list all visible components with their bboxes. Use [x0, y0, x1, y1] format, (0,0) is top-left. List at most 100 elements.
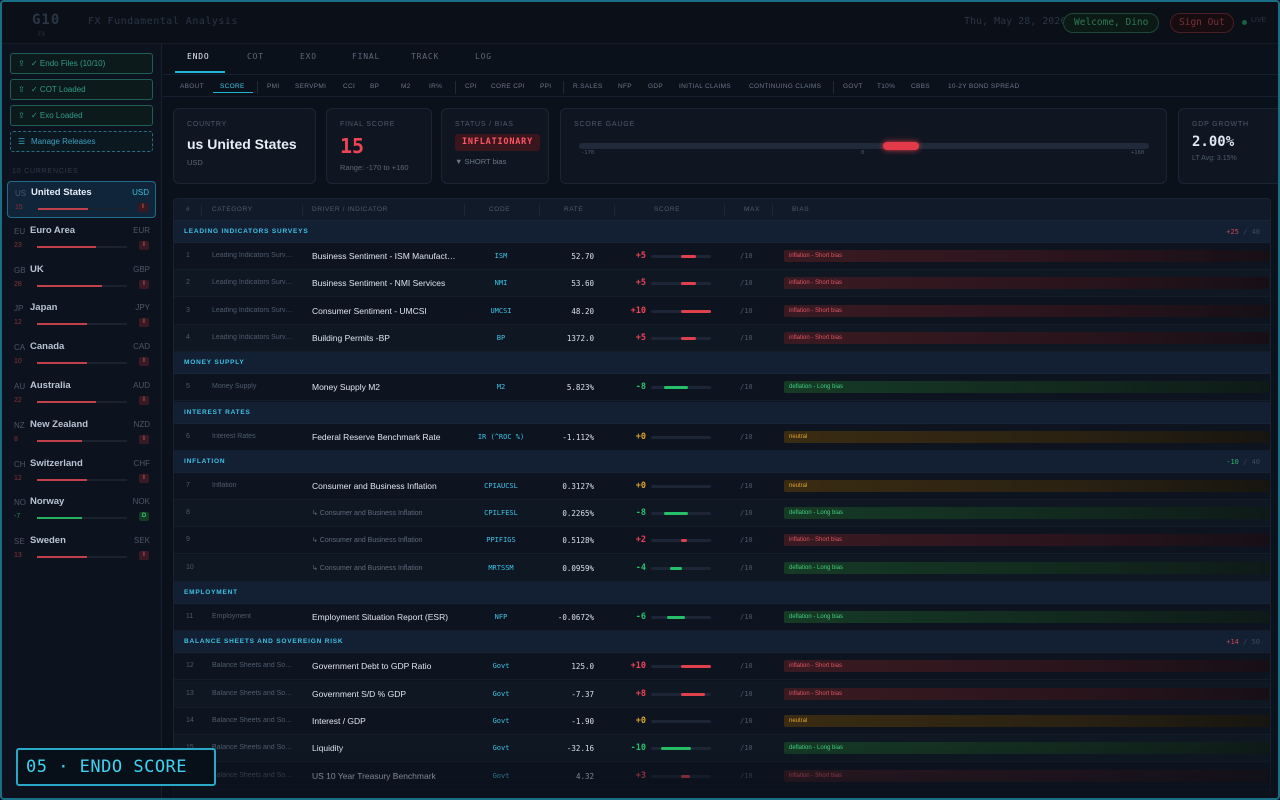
tab-log[interactable]: LOG — [475, 52, 492, 61]
subtab-r-sales[interactable]: R.SALES — [573, 83, 603, 90]
row-bias: inflation - Short bias — [784, 304, 1269, 317]
row-score-bar — [651, 435, 711, 439]
row-bias: deflation - Long bias — [784, 507, 1269, 520]
subtab-gdp[interactable]: GDP — [648, 83, 663, 90]
row-rate: 5.823% — [566, 383, 594, 393]
table-row[interactable]: 14 Balance Sheets and Sovereign Risk Inter… — [174, 708, 1270, 735]
table-row[interactable]: 9 ↳ Consumer and Business Inflation PPIFIG… — [174, 527, 1270, 555]
currency-item-usd[interactable]: US United States USD 15 I — [7, 181, 156, 218]
subtab-ppi[interactable]: PPI — [540, 83, 552, 90]
table-row[interactable]: 10 ↳ Consumer and Business Inflation MRTSS… — [174, 554, 1270, 582]
country-name: us United States — [187, 136, 297, 152]
table-row[interactable]: 8 ↳ Consumer and Business Inflation CPILFE… — [174, 500, 1270, 528]
subtab-pmi[interactable]: PMI — [267, 83, 280, 90]
row-driver: ↳ Consumer and Business Inflation — [312, 510, 423, 518]
section-header[interactable]: MONEY SUPPLY — [174, 352, 1270, 375]
table-row[interactable]: 12 Balance Sheets and Sovereign Risk Gover… — [174, 653, 1270, 681]
currency-item-cad[interactable]: CA Canada CAD 10 I — [7, 336, 156, 373]
table-row[interactable]: 7 Inflation Consumer and Business Inflatio… — [174, 473, 1270, 500]
row-score-fill — [681, 774, 690, 778]
currency-code: NZD — [133, 419, 150, 429]
tab-exo[interactable]: EXO — [300, 52, 317, 61]
table-row[interactable]: 3 Leading Indicators Surveys Consumer Sent… — [174, 298, 1270, 325]
section-header[interactable]: INTEREST RATES — [174, 401, 1270, 424]
subtab-10-2y-bond-spread[interactable]: 10-2Y BOND SPREAD — [948, 83, 1020, 90]
currency-item-sek[interactable]: SE Sweden SEK 13 I — [7, 530, 156, 567]
row-rate: 125.0 — [571, 662, 594, 672]
file-status-button[interactable]: ⇪ ✓ Exo Loaded — [10, 105, 153, 126]
currency-item-jpy[interactable]: JP Japan JPY 12 I — [7, 297, 156, 334]
file-status-button[interactable]: ⇪ ✓ Endo Files (10/10) — [10, 53, 153, 74]
table-row[interactable]: 16Balance Sheets and Sovereign RiskUS 10… — [174, 763, 1270, 790]
row-bias: inflation - Short bias — [784, 277, 1269, 290]
table-row[interactable]: 13 Balance Sheets and Sovereign Risk Gover… — [174, 680, 1270, 708]
row-code: MRTSSM — [488, 563, 514, 572]
currency-score: 12 — [14, 319, 22, 327]
manage-releases-button[interactable]: ☰ Manage Releases — [10, 131, 153, 152]
subtab-ir-[interactable]: IR% — [429, 83, 443, 90]
tab-final[interactable]: FINAL — [352, 52, 381, 61]
subtab-bp[interactable]: BP — [370, 83, 380, 90]
table-row[interactable]: 11 Employment Employment Situation Report … — [174, 604, 1270, 631]
row-bias: neutral — [784, 430, 1269, 443]
subtab-initial-claims[interactable]: INITIAL CLAIMS — [679, 83, 731, 90]
row-score-bar — [651, 665, 711, 669]
gauge-label: SCORE GAUGE — [574, 121, 635, 128]
currency-item-chf[interactable]: CH Switzerland CHF 12 I — [7, 453, 156, 490]
bias-direction: ▼ SHORT bias — [455, 157, 507, 166]
subtab-score[interactable]: SCORE — [220, 83, 245, 90]
currency-score-bar — [38, 208, 128, 210]
row-number: 3 — [186, 306, 190, 314]
section-score-separator: / — [1238, 457, 1252, 466]
section-score-separator: / — [1238, 638, 1252, 647]
row-number: 1 — [186, 252, 190, 259]
subtab-govt[interactable]: GOVT — [843, 83, 863, 90]
tab-cot[interactable]: COT — [247, 52, 264, 61]
subtab-nfp[interactable]: NFP — [618, 83, 632, 90]
row-max: /10 — [740, 279, 753, 288]
row-bias: deflation - Long bias — [784, 742, 1269, 755]
currency-item-gbp[interactable]: GB UK GBP 28 I — [7, 259, 156, 296]
currency-score-bar — [37, 439, 127, 442]
table-row[interactable]: 1 Leading Indicators Surveys Business Sent… — [174, 243, 1270, 270]
currency-item-nzd[interactable]: NZ New Zealand NZD 8 I — [7, 414, 156, 451]
currency-score-bar — [37, 284, 127, 287]
subtab-core-cpi[interactable]: CORE CPI — [491, 83, 525, 90]
table-row[interactable]: 2 Leading Indicators Surveys Business Sent… — [174, 270, 1270, 298]
currency-item-aud[interactable]: AU Australia AUD 22 I — [7, 375, 156, 412]
tab-track[interactable]: TRACK — [411, 52, 440, 61]
table-row[interactable]: 4 Leading Indicators Surveys Building Perm… — [174, 324, 1270, 352]
subtab-m2[interactable]: M2 — [401, 83, 411, 90]
app-title: FX Fundamental Analysis — [88, 16, 238, 27]
country-currency: USD — [187, 158, 203, 167]
currency-item-eur[interactable]: EU Euro Area EUR 23 I — [7, 220, 156, 257]
tab-endo[interactable]: ENDO — [187, 52, 210, 61]
subtab-servpmi[interactable]: SERVPMI — [295, 83, 327, 90]
currency-name: Switzerland — [30, 457, 83, 469]
bias-badge: I — [139, 396, 149, 405]
section-header[interactable]: BALANCE SHEETS AND SOVEREIGN RISK +14 / 5… — [174, 631, 1270, 654]
subtab-t10-[interactable]: T10% — [877, 83, 896, 90]
section-header[interactable]: INFLATION -10 / 40 — [174, 450, 1270, 473]
currency-item-nok[interactable]: NO Norway NOK -7 D — [7, 491, 156, 528]
file-status-button[interactable]: ⇪ ✓ COT Loaded — [10, 79, 153, 100]
table-row[interactable]: 5 Money Supply Money Supply M2 M2 5.823% -8/1… — [174, 374, 1270, 402]
section-header[interactable]: LEADING INDICATORS SURVEYS +25 / 40 — [174, 221, 1270, 243]
subtab-cci[interactable]: CCI — [343, 83, 356, 90]
subtab-cpi[interactable]: CPI — [465, 83, 477, 90]
subtab-about[interactable]: ABOUT — [180, 83, 204, 90]
currency-name: Canada — [30, 341, 65, 353]
row-score-fill — [681, 309, 711, 313]
subtab-cbbs[interactable]: CBBS — [911, 83, 930, 90]
row-code: Govt — [492, 662, 510, 671]
table-row[interactable]: 15Balance Sheets and Sovereign RiskLiqui… — [174, 735, 1270, 763]
row-max: /10 — [740, 689, 753, 698]
section-header[interactable]: EMPLOYMENT — [174, 582, 1270, 604]
row-rate: -0.0672% — [557, 613, 594, 622]
row-number: 11 — [186, 613, 194, 620]
country-code: NZ — [14, 420, 25, 430]
subtab-continuing-claims[interactable]: CONTINUING CLAIMS — [749, 83, 822, 90]
sign-out-button[interactable]: Sign Out — [1170, 13, 1234, 33]
currency-score-bar — [37, 556, 127, 559]
table-row[interactable]: 6 Interest Rates Federal Reserve Benchmark… — [174, 424, 1270, 451]
